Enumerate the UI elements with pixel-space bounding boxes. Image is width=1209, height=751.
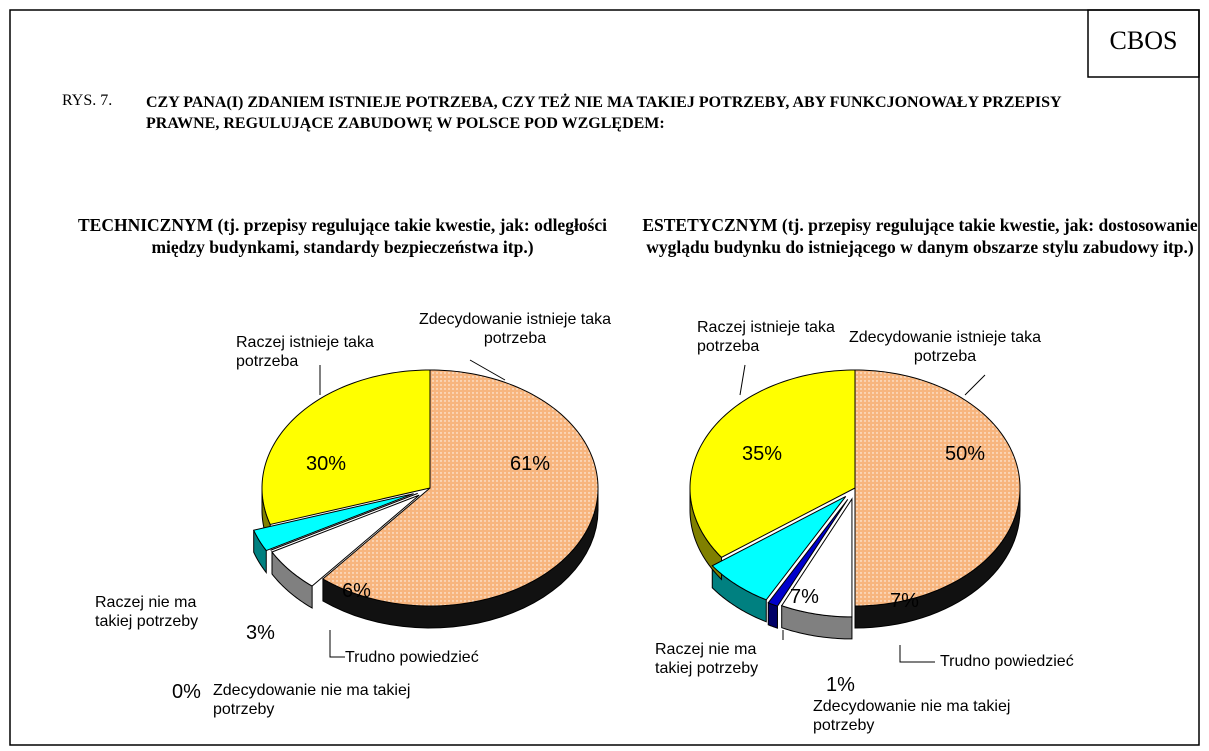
value-label: 3% (246, 622, 275, 644)
category-label: Raczej nie ma takiej potrzeby (655, 641, 759, 677)
value-label: 1% (826, 674, 855, 696)
slice (271, 494, 420, 587)
category-label: Zdecydowanie nie ma takiej potrzeby (813, 698, 1011, 734)
leader-line (899, 645, 935, 663)
value-label: 7% (890, 590, 919, 612)
chart-title: TECHNICZNYM (tj. przepisy regulujące tak… (78, 215, 607, 257)
slice (780, 497, 853, 618)
leader-line (739, 364, 746, 396)
value-label: 35% (742, 443, 783, 465)
slice (854, 369, 1021, 607)
slice (261, 369, 431, 526)
value-label: 50% (945, 443, 986, 465)
category-label: Zdecydowanie nie ma takiej potrzeby (213, 682, 411, 718)
value-label: 7% (790, 586, 819, 608)
category-label: Trudno powiedzieć (345, 649, 479, 666)
slice (322, 369, 599, 607)
figure-number: RYS. 7. (62, 92, 113, 109)
value-label: 61% (510, 453, 551, 475)
value-label: 6% (342, 580, 371, 602)
leader-line (329, 630, 345, 658)
figure-title: CZY PANA(I) ZDANIEM ISTNIEJE POTRZEBA, C… (146, 94, 1061, 132)
value-label: 30% (306, 453, 347, 475)
chart-title: ESTETYCZNYM (tj. przepisy regulujące tak… (642, 215, 1198, 257)
category-label: Raczej istnieje taka potrzeba (697, 319, 835, 355)
slice (689, 369, 856, 558)
frame (9, 9, 1200, 746)
category-label: Zdecydowanie istnieje taka potrzeba (848, 329, 1042, 365)
slice (711, 495, 847, 601)
slice (252, 493, 414, 552)
category-label: Raczej istnieje taka potrzeba (236, 334, 374, 370)
source-box (1087, 9, 1200, 78)
leader-line (964, 374, 986, 396)
category-label: Raczej nie ma takiej potrzeby (95, 594, 199, 630)
slice (767, 499, 849, 607)
value-label: 0% (172, 681, 201, 703)
slice-side (767, 602, 778, 629)
category-label: Zdecydowanie istnieje taka potrzeba (418, 311, 612, 347)
leader-line (469, 359, 506, 381)
category-label: Trudno powiedzieć (940, 653, 1074, 670)
source: CBOS (1109, 26, 1178, 55)
